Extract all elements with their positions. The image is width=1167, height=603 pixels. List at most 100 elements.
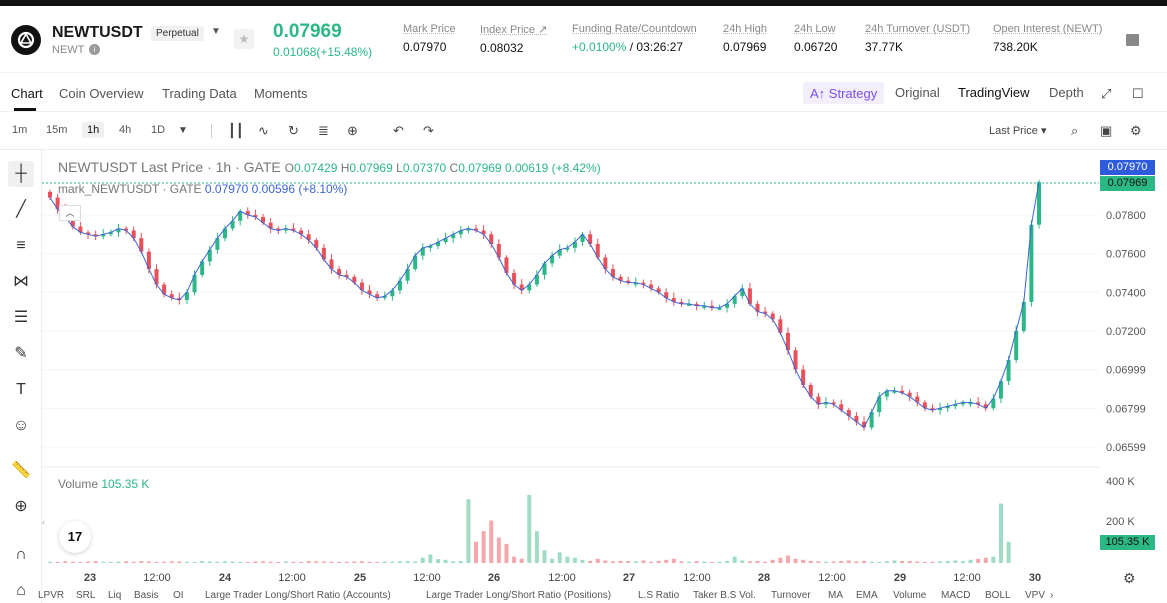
symbol-dropdown-icon[interactable]: ▼ — [211, 26, 221, 37]
original-tab[interactable]: Original — [895, 85, 940, 100]
indicator-basis[interactable]: Basis — [134, 590, 159, 601]
volume-bar — [717, 561, 722, 563]
candle-body — [968, 402, 973, 405]
candle-body — [922, 402, 927, 409]
candle-body — [785, 332, 790, 351]
volume-bar — [877, 561, 882, 563]
fib-icon[interactable]: ☰ — [13, 309, 29, 326]
candle-body — [489, 234, 494, 244]
candle-body — [953, 404, 958, 407]
magnet-icon[interactable]: ∩ — [15, 546, 27, 563]
templates-icon[interactable]: ≣ — [318, 123, 329, 138]
crosshair-icon[interactable]: ┼ — [8, 161, 34, 187]
timeframe-15m[interactable]: 15m — [46, 124, 68, 136]
candle-body — [687, 303, 692, 306]
candle-body — [154, 269, 159, 285]
indicator-accounts[interactable]: Large Trader Long/Short Ratio (Accounts) — [205, 590, 391, 601]
indicator-macd[interactable]: MACD — [941, 590, 971, 601]
maximize-icon[interactable]: ☐ — [1132, 86, 1144, 101]
panel-toggle-icon[interactable]: ‹ — [42, 517, 45, 527]
tradingview-logo[interactable]: 17 — [59, 521, 91, 553]
depth-tab[interactable]: Depth — [1049, 85, 1084, 100]
indicator-positions[interactable]: Large Trader Long/Short Ratio (Positions… — [426, 590, 612, 601]
timeframe-dropdown-icon[interactable]: ▼ — [178, 125, 188, 136]
indicator-ema[interactable]: EMA — [856, 590, 878, 601]
candle-body — [329, 259, 334, 270]
emoji-icon[interactable]: ☺ — [12, 417, 30, 434]
horizontal-lines-icon[interactable]: ≡ — [16, 237, 26, 254]
strategy-button[interactable]: A↑ Strategy — [803, 82, 885, 104]
indicator-bar: LPVR SRL Liq Basis OI Large Trader Long/… — [0, 589, 1167, 603]
ohlc-legend: NEWTUSDT Last Price · 1h · GATE O0.07429… — [58, 159, 601, 175]
ruler-icon[interactable]: 📏 — [11, 462, 31, 479]
indicator-srl[interactable]: SRL — [76, 590, 96, 601]
volume-bar — [656, 560, 661, 563]
candle-body — [1014, 330, 1019, 360]
volume-bar — [337, 561, 342, 563]
candle-body — [725, 303, 730, 308]
chart-toolbar: 1m 15m 1h 4h 1D ▼ ┃┃ ∿ ↻ ≣ ⊕ ↶ ↷ ⌕ ▣ ⚙ — [0, 112, 1167, 150]
collapse-legend-icon[interactable]: ︿ — [59, 205, 81, 221]
replay-icon[interactable]: ↻ — [288, 123, 299, 138]
indicator-liq[interactable]: Liq — [108, 590, 122, 601]
expand-icon[interactable]: ⤢ — [1101, 86, 1112, 101]
candle-body — [572, 242, 577, 248]
candle-body — [238, 211, 243, 221]
tab-chart[interactable]: Chart — [11, 86, 43, 101]
volume-bar — [93, 561, 98, 563]
indicator-lpvr[interactable]: LPVR — [38, 590, 65, 601]
indicator-volume[interactable]: Volume — [893, 590, 927, 601]
timeframe-1m[interactable]: 1m — [12, 124, 28, 136]
symbol-name[interactable]: NEWTUSDT — [52, 24, 143, 41]
price-source-select[interactable]: Last Price ▾ — [989, 125, 1047, 137]
add-indicator-icon[interactable]: ⊕ — [347, 123, 358, 138]
info-icon[interactable]: i — [89, 44, 100, 55]
volume-bar — [352, 561, 357, 563]
candle-body — [930, 408, 935, 411]
candle-body — [1029, 224, 1034, 302]
indicator-oi[interactable]: OI — [173, 590, 184, 601]
indicator-taker[interactable]: Taker B.S Vol. — [693, 590, 756, 601]
candle-body — [702, 305, 707, 308]
timeframe-4h[interactable]: 4h — [119, 124, 132, 136]
zoom-in-icon[interactable]: ⊕ — [14, 498, 28, 515]
drawing-tools-panel: ┼ ╱ ≡ ⋈ ☰ ✎ T ☺ 📏 ⊕ ∩ ⌂ — [0, 150, 42, 603]
candle-body — [823, 402, 828, 405]
pattern-icon[interactable]: ⋈ — [13, 273, 29, 290]
redo-icon[interactable]: ↷ — [423, 123, 434, 138]
volume-bar — [245, 561, 250, 563]
indicator-vpv[interactable]: VPV — [1025, 590, 1046, 601]
tab-trading-data[interactable]: Trading Data — [162, 86, 237, 101]
indicator-boll[interactable]: BOLL — [985, 590, 1011, 601]
stat-mark-price: Mark Price 0.07970 — [403, 23, 456, 54]
indicators-icon[interactable]: ∿ — [258, 123, 269, 138]
volume-bar — [633, 561, 638, 563]
candle-body — [382, 296, 387, 299]
undo-icon[interactable]: ↶ — [393, 123, 404, 138]
favorite-star-icon[interactable]: ★ — [234, 29, 254, 49]
candle-body — [550, 255, 555, 264]
indicator-turnover[interactable]: Turnover — [771, 590, 811, 601]
price-chart[interactable]: 0.07800 0.07600 0.07400 0.07200 0.06999 0.067… — [42, 150, 1167, 603]
candle-body — [854, 415, 859, 422]
brush-icon[interactable]: ✎ — [14, 345, 28, 362]
settings-gear-icon[interactable]: ⚙ — [1130, 123, 1142, 138]
axis-settings-icon[interactable]: ⚙ — [1123, 570, 1136, 586]
timeframe-1d[interactable]: 1D — [151, 124, 166, 136]
camera-icon[interactable]: ▣ — [1100, 123, 1113, 138]
stat-index-price[interactable]: Index Price ↗ 0.08032 — [480, 24, 548, 55]
tab-coin-overview[interactable]: Coin Overview — [59, 86, 144, 101]
candle-type-icon[interactable]: ┃┃ — [228, 123, 244, 138]
candle-body — [86, 232, 91, 235]
tradingview-tab[interactable]: TradingView — [958, 85, 1030, 100]
book-icon[interactable] — [1126, 34, 1139, 46]
search-icon[interactable]: ⌕ — [1071, 123, 1079, 138]
indicator-ls-ratio[interactable]: L.S Ratio — [638, 590, 680, 601]
timeframe-1h[interactable]: 1h — [82, 122, 105, 138]
trend-line-icon[interactable]: ╱ — [16, 201, 26, 218]
lock-icon[interactable]: ⌂ — [16, 582, 26, 599]
indicator-ma[interactable]: MA — [828, 590, 843, 601]
indicator-next-icon[interactable]: › — [1050, 590, 1054, 601]
tab-moments[interactable]: Moments — [254, 86, 308, 101]
text-tool-icon[interactable]: T — [16, 381, 26, 398]
